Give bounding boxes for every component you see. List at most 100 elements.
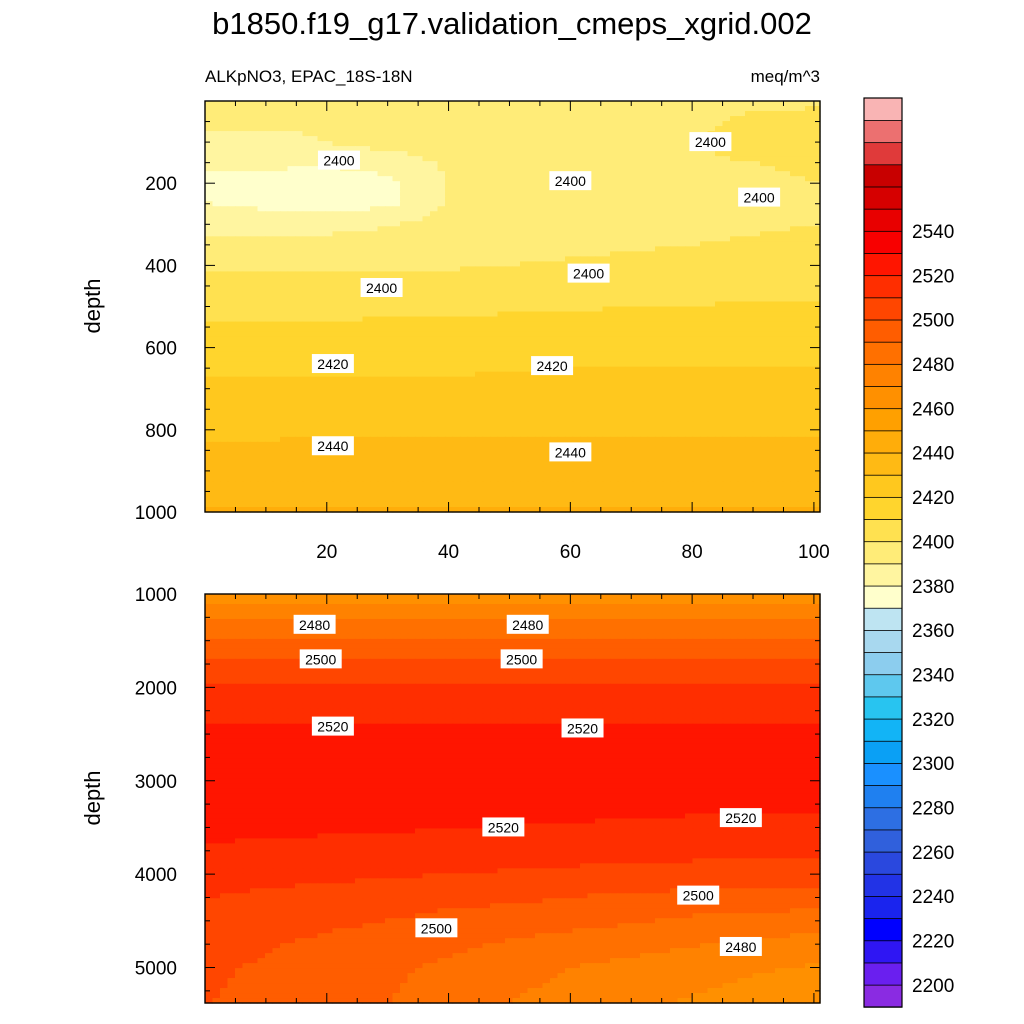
contour-cell (745, 106, 754, 112)
contour-cell (415, 286, 424, 293)
contour-cell (332, 236, 341, 242)
contour-cell (745, 341, 754, 348)
contour-cell (617, 226, 626, 232)
contour-cell (602, 246, 611, 252)
contour-cell (707, 401, 716, 408)
contour-cell (580, 131, 589, 137)
contour-cell (752, 261, 761, 267)
contour-cell (602, 326, 611, 333)
contour-cell (205, 286, 214, 293)
contour-cell (512, 346, 521, 353)
contour-cell (745, 396, 754, 403)
contour-cell (295, 206, 304, 212)
contour-cell (767, 316, 776, 323)
contour-cell (812, 366, 821, 373)
contour-cell (415, 161, 424, 167)
contour-cell (422, 396, 431, 403)
contour-cell (272, 141, 281, 147)
contour-cell (460, 161, 469, 167)
contour-cell (302, 321, 311, 328)
contour-cell (587, 176, 596, 182)
contour-cell (647, 191, 656, 197)
contour-cell (700, 266, 709, 273)
contour-cell (580, 346, 589, 353)
contour-cell (632, 311, 641, 318)
contour-cell (332, 101, 341, 107)
contour-cell (745, 111, 754, 117)
contour-cell (527, 316, 536, 323)
contour-cell (527, 326, 536, 333)
contour-cell (257, 356, 266, 363)
contour-cell (715, 116, 724, 122)
contour-cell (490, 136, 499, 142)
contour-cell (422, 206, 431, 212)
contour-cell (430, 361, 439, 368)
contour-cell (535, 321, 544, 328)
contour-cell (692, 231, 701, 237)
contour-cell (580, 391, 589, 398)
contour-cell (662, 156, 671, 162)
contour-cell (685, 376, 694, 383)
contour-cell (400, 301, 409, 308)
contour-cell (685, 126, 694, 132)
contour-cell (467, 156, 476, 162)
contour-cell (685, 211, 694, 217)
contour-cell (730, 336, 739, 343)
contour-cell (520, 341, 529, 348)
contour-cell (272, 151, 281, 157)
contour-cell (625, 311, 634, 318)
contour-cell (287, 211, 296, 217)
contour-cell (220, 186, 229, 192)
contour-cell (257, 146, 266, 152)
contour-cell (580, 166, 589, 172)
contour-cell (662, 111, 671, 117)
contour-cell (550, 201, 559, 207)
contour-cell (272, 356, 281, 363)
contour-cell (467, 256, 476, 262)
contour-cell (790, 306, 799, 313)
contour-cell (647, 106, 656, 112)
contour-cell (550, 401, 559, 408)
contour-cell (775, 261, 784, 267)
contour-cell (580, 386, 589, 393)
contour-cell (490, 221, 499, 227)
contour-cell (692, 361, 701, 368)
contour-cell (565, 116, 574, 122)
contour-cell (392, 391, 401, 398)
contour-cell (535, 316, 544, 323)
contour-cell (452, 191, 461, 197)
contour-cell (392, 296, 401, 303)
contour-cell (610, 141, 619, 147)
contour-cell (220, 326, 229, 333)
contour-cell (647, 366, 656, 373)
contour-cell (745, 101, 754, 107)
contour-cell (490, 371, 499, 378)
contour-cell (422, 161, 431, 167)
contour-cell (625, 216, 634, 222)
contour-cell (235, 301, 244, 308)
contour-cell (355, 381, 364, 388)
contour-cell (445, 136, 454, 142)
contour-cell (715, 206, 724, 212)
contour-cell (302, 176, 311, 182)
contour-cell (542, 186, 551, 192)
contour-cell (595, 241, 604, 247)
contour-cell (490, 166, 499, 172)
contour-cell (250, 356, 259, 363)
contour-cell (340, 371, 349, 378)
contour-cell (760, 216, 769, 222)
contour-cell (595, 281, 604, 288)
contour-cell (482, 106, 491, 112)
contour-cell (460, 346, 469, 353)
contour-cell (392, 121, 401, 127)
contour-cell (565, 231, 574, 237)
contour-cell (617, 366, 626, 373)
contour-cell (745, 386, 754, 393)
contour-cell (332, 111, 341, 117)
contour-cell (287, 156, 296, 162)
contour-cell (610, 116, 619, 122)
contour-cell (655, 211, 664, 217)
contour-cell (400, 211, 409, 217)
contour-cell (617, 291, 626, 298)
contour-cell (205, 196, 214, 202)
